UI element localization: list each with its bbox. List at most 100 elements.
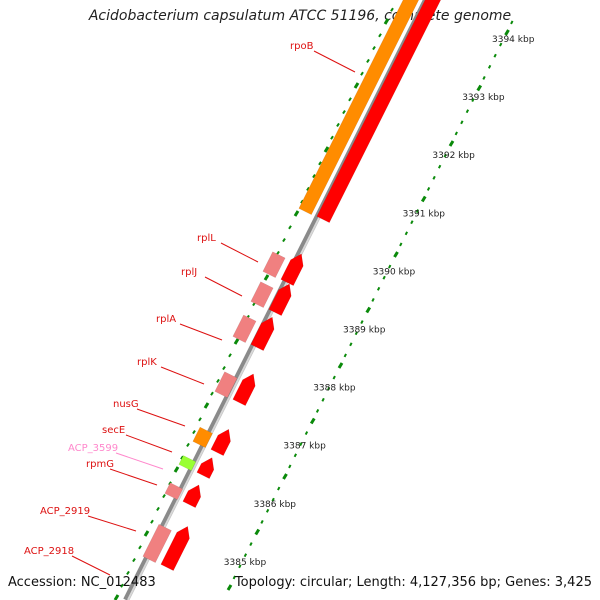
gene-label-rplj: rplJ — [181, 267, 197, 278]
accession-text: Accession: NC_012483 — [8, 575, 156, 590]
outer-tick — [510, 20, 514, 25]
outer-tick — [337, 362, 344, 369]
inner-tick — [282, 238, 286, 243]
scale-label: 3391 kbp — [403, 209, 446, 219]
inner-tick — [132, 558, 136, 563]
outer-tick — [265, 508, 270, 513]
inner-tick — [192, 430, 196, 435]
scale-label: 3390 kbp — [373, 267, 416, 277]
outer-tick — [460, 120, 464, 125]
outer-tick — [332, 375, 336, 380]
inner-tick — [162, 494, 166, 499]
feature-outer-3 — [214, 371, 238, 399]
leader-line — [204, 276, 243, 297]
inner-tick — [293, 210, 300, 217]
outer-tick — [277, 486, 281, 491]
leader-line — [160, 366, 205, 385]
outer-tick — [415, 209, 420, 214]
inner-tick — [143, 530, 150, 537]
gene-label-rpll: rplL — [197, 233, 216, 244]
scale-label: 3389 kbp — [343, 326, 386, 336]
gene-label-rpob: rpoB — [290, 41, 314, 52]
gene-label-acp_2918: ACP_2918 — [24, 546, 74, 557]
outer-tick — [349, 342, 353, 347]
gene-label-acp_2919: ACP_2919 — [40, 506, 90, 517]
inner-tick — [336, 122, 340, 127]
outer-tick — [426, 186, 431, 191]
outer-tick — [504, 29, 510, 36]
outer-tick — [226, 584, 233, 591]
inner-tick — [126, 570, 130, 575]
outer-tick — [432, 175, 436, 180]
outer-tick — [321, 397, 325, 402]
inner-tick — [233, 338, 240, 345]
inner-tick — [173, 466, 180, 473]
feature-inner-4 — [210, 428, 231, 457]
inner-tick — [348, 97, 352, 102]
outer-tick — [315, 408, 320, 413]
outer-tick — [304, 431, 309, 436]
inner-tick — [288, 225, 292, 230]
feature-inner-0 — [280, 253, 304, 287]
inner-tick — [113, 594, 120, 600]
rpoB-block-outer — [298, 0, 419, 216]
outer-tick — [487, 64, 492, 69]
outer-tick — [299, 442, 303, 447]
outer-tick — [499, 42, 503, 47]
gene-labels: rpoB rplL rplJ rplA rplK nusG secE ACP_3599 rpmG… — [24, 41, 314, 557]
feature-inner-5 — [196, 457, 215, 480]
feature-outer-2 — [232, 314, 257, 344]
inner-tick — [180, 455, 184, 460]
outer-tick — [243, 553, 248, 558]
feature-inner-3 — [232, 373, 256, 407]
scale-label: 3388 kbp — [313, 384, 356, 394]
feature-outer-4 — [192, 426, 213, 449]
outer-tick — [448, 140, 455, 147]
outer-tick — [309, 417, 316, 425]
inner-tick — [390, 7, 394, 12]
inner-tick — [342, 110, 346, 115]
feature-outer-6 — [164, 482, 184, 501]
outer-tick — [420, 195, 427, 203]
scale-label: 3393 kbp — [462, 93, 505, 103]
outer-tick — [288, 464, 292, 469]
inner-tick — [228, 353, 232, 358]
outer-tick — [371, 297, 375, 302]
leader-line — [313, 50, 356, 73]
outer-tick — [327, 386, 331, 391]
feature-inner-6 — [182, 484, 201, 509]
outer-tick — [254, 528, 261, 536]
outer-tick — [471, 98, 475, 103]
label-leaders — [71, 50, 356, 576]
inner-tick — [353, 82, 360, 89]
feature-inner-1 — [268, 283, 292, 317]
outer-tick — [293, 453, 297, 458]
inner-tick — [312, 174, 316, 179]
leader-line — [115, 452, 164, 470]
outer-tick — [388, 264, 392, 269]
inner-tick — [156, 506, 160, 511]
inner-tick — [306, 186, 310, 191]
scale-label: 3385 kbp — [224, 558, 267, 568]
leader-line — [179, 323, 223, 341]
outer-tick — [399, 242, 403, 247]
inner-tick — [210, 391, 214, 396]
inner-tick — [300, 199, 304, 204]
leader-line — [136, 408, 186, 427]
gene-label-rplk: rplK — [137, 357, 157, 368]
outer-tick — [249, 542, 253, 547]
inner-tick — [330, 135, 334, 140]
scale-label: 3392 kbp — [432, 151, 475, 161]
inner-tick — [150, 519, 154, 524]
inner-tick — [366, 58, 370, 63]
outer-tick — [354, 331, 359, 336]
inner-tick — [198, 417, 202, 422]
inner-tick — [120, 583, 124, 588]
scale-label: 3386 kbp — [254, 500, 297, 510]
leader-line — [87, 515, 137, 532]
outer-tick — [482, 75, 486, 80]
inner-tick — [383, 18, 390, 25]
inner-tick — [203, 402, 210, 409]
outer-tick — [443, 153, 447, 158]
